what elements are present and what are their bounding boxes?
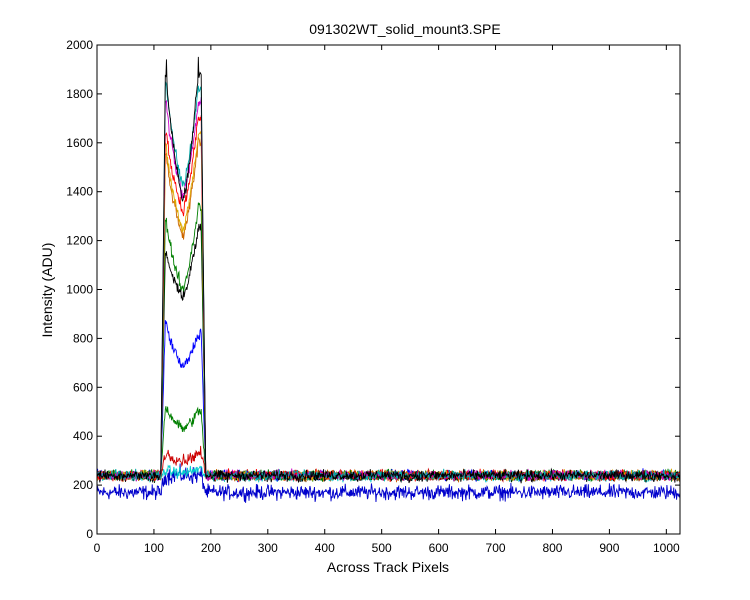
y-tick-label: 400: [73, 429, 93, 443]
y-tick-label: 1600: [66, 136, 93, 150]
x-tick-label: 700: [486, 541, 506, 555]
y-tick-label: 1800: [66, 87, 93, 101]
x-tick-label: 400: [315, 541, 335, 555]
x-axis-label: Across Track Pixels: [327, 559, 449, 575]
y-tick-label: 1200: [66, 234, 93, 248]
y-axis-label: Intensity (ADU): [39, 243, 55, 338]
x-tick-label: 200: [201, 541, 221, 555]
y-tick-label: 0: [86, 527, 93, 541]
y-tick-label: 2000: [66, 38, 93, 52]
chart-title: 091302WT_solid_mount3.SPE: [309, 21, 500, 37]
series-group: [96, 56, 681, 503]
x-tick-label: 800: [542, 541, 562, 555]
x-tick-label: 1000: [653, 541, 680, 555]
series-line-0: [96, 463, 681, 503]
x-tick-label: 500: [372, 541, 392, 555]
x-tick-label: 300: [258, 541, 278, 555]
y-tick-label: 200: [73, 478, 93, 492]
y-tick-label: 1400: [66, 185, 93, 199]
y-tick-label: 1000: [66, 283, 93, 297]
y-tick-label: 600: [73, 380, 93, 394]
x-tick-label: 600: [429, 541, 449, 555]
series-line-12: [96, 56, 681, 483]
x-ticks: 0 100 200 300 400 500 600 700 800 900 1000: [94, 45, 680, 555]
x-tick-label: 900: [599, 541, 619, 555]
x-tick-label: 0: [94, 541, 101, 555]
y-tick-label: 800: [73, 331, 93, 345]
x-tick-label: 100: [144, 541, 164, 555]
y-ticks: 0 200 400 600 800 1000 1200 1400 1600 1800 2000: [66, 38, 680, 541]
